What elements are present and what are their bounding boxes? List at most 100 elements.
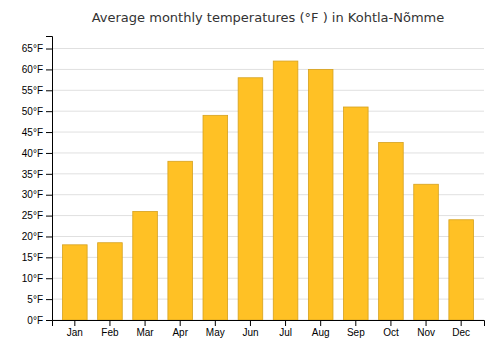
tick-mark	[426, 320, 427, 326]
tick: Apr	[172, 320, 188, 338]
tick: Dec	[452, 320, 470, 338]
tick-mark	[46, 299, 52, 300]
tick-mark	[46, 257, 52, 258]
tick-label: 5°F	[27, 294, 43, 305]
bar	[449, 220, 474, 320]
tick: Mar	[136, 320, 154, 338]
tick: 35°F	[22, 169, 52, 180]
tick: May	[206, 320, 225, 338]
bar	[379, 143, 404, 321]
tick-mark	[145, 320, 146, 326]
tick-mark	[285, 320, 286, 326]
grid-line	[52, 132, 484, 133]
tick-mark	[46, 278, 52, 279]
tick: 50°F	[22, 106, 52, 117]
tick: 10°F	[22, 273, 52, 284]
tick-label: 65°F	[22, 43, 43, 54]
tick-label: 15°F	[22, 252, 43, 263]
grid-line	[52, 173, 484, 174]
tick-mark	[390, 320, 391, 326]
bar	[168, 161, 193, 320]
tick: 5°F	[27, 294, 52, 305]
tick-label: 10°F	[22, 273, 43, 284]
tick: 45°F	[22, 127, 52, 138]
tick-label: Oct	[383, 327, 399, 338]
bar	[133, 211, 158, 320]
grid-line	[52, 152, 484, 153]
grid-line	[52, 69, 484, 70]
y-axis: 0°F 5°F 10°F 15°F 20°F 25°F 30°F 35°F 40°F 45°F 50…	[22, 37, 53, 326]
bars	[63, 61, 474, 320]
tick: 40°F	[22, 148, 52, 159]
tick-label: May	[206, 327, 225, 338]
x-axis: JanFebMarAprMayJunJulAugSepOctNovDec	[53, 320, 485, 338]
bar	[308, 69, 333, 320]
tick-mark	[461, 320, 462, 326]
bar	[344, 107, 369, 320]
bar	[414, 184, 439, 320]
tick-label: 45°F	[22, 127, 43, 138]
tick: 25°F	[22, 210, 52, 221]
tick: 65°F	[22, 43, 52, 54]
grid-line	[52, 48, 484, 49]
tick-label: Nov	[417, 327, 435, 338]
tick-mark	[74, 320, 75, 326]
tick: 0°F	[27, 315, 52, 326]
tick: Sep	[347, 320, 365, 338]
tick: 60°F	[22, 64, 52, 75]
tick-label: Aug	[312, 327, 330, 338]
bar	[203, 115, 228, 320]
tick-mark	[46, 174, 52, 175]
tick-mark	[46, 49, 52, 50]
tick-mark	[250, 320, 251, 326]
tick-label: 35°F	[22, 169, 43, 180]
tick-mark	[46, 69, 52, 70]
tick: 55°F	[22, 85, 52, 96]
tick: Oct	[383, 320, 399, 338]
bar	[238, 78, 263, 320]
tick-label: Apr	[172, 327, 188, 338]
tick-label: 60°F	[22, 64, 43, 75]
tick-label: 50°F	[22, 106, 43, 117]
tick: Jun	[242, 320, 258, 338]
tick: Nov	[417, 320, 435, 338]
tick: Aug	[312, 320, 330, 338]
grid-line	[52, 111, 484, 112]
tick: Jan	[67, 320, 83, 338]
tick-label: Mar	[136, 327, 154, 338]
axis-line	[46, 37, 53, 321]
tick-label: 30°F	[22, 189, 43, 200]
tick-mark	[46, 111, 52, 112]
tick-mark	[215, 320, 216, 326]
tick-mark	[46, 216, 52, 217]
tick-mark	[46, 153, 52, 154]
chart: 0°F 5°F 10°F 15°F 20°F 25°F 30°F 35°F 40°F 45°F 50…	[0, 0, 500, 350]
tick-mark	[180, 320, 181, 326]
tick-mark	[46, 132, 52, 133]
plot: 0°F 5°F 10°F 15°F 20°F 25°F 30°F 35°F 40°F 45°F 50…	[22, 37, 485, 339]
tick: 30°F	[22, 189, 52, 200]
tick-mark	[46, 236, 52, 237]
tick-mark	[355, 320, 356, 326]
bar	[98, 243, 123, 320]
tick-label: Feb	[101, 327, 119, 338]
tick-label: 25°F	[22, 210, 43, 221]
tick-mark	[46, 90, 52, 91]
grid	[52, 49, 484, 320]
tick: 20°F	[22, 231, 52, 242]
grid-line	[52, 90, 484, 91]
bar	[63, 245, 88, 320]
tick-label: 0°F	[27, 315, 43, 326]
tick: Feb	[101, 320, 119, 338]
bar	[273, 61, 298, 320]
tick-label: 40°F	[22, 148, 43, 159]
axis-line	[53, 321, 485, 327]
title: Average monthly temperatures (°F ) in Ko…	[92, 10, 445, 25]
tick-label: 55°F	[22, 85, 43, 96]
tick-mark	[46, 195, 52, 196]
tick-mark	[109, 320, 110, 326]
tick-label: 20°F	[22, 231, 43, 242]
tick-label: Jun	[242, 327, 258, 338]
tick-label: Dec	[452, 327, 470, 338]
tick-label: Sep	[347, 327, 365, 338]
